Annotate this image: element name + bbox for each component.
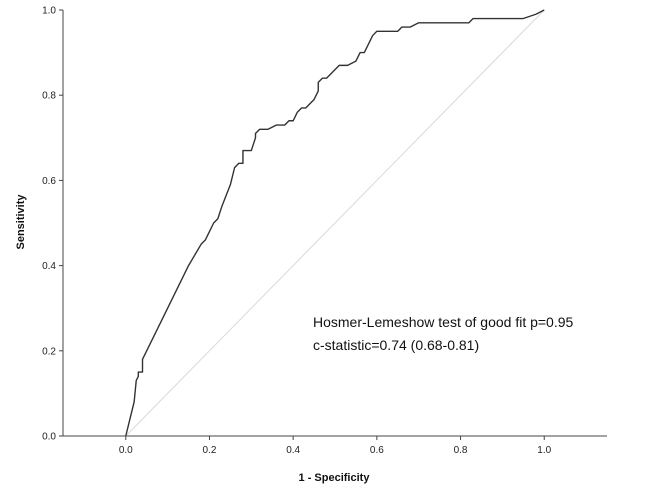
y-tick-label: 0.6 (42, 176, 56, 187)
x-axis-ticks: 0.0 0.2 0.4 0.6 0.8 1.0 (119, 436, 552, 456)
x-tick-label: 0.8 (454, 445, 468, 456)
y-tick-label: 0.2 (42, 346, 56, 357)
x-tick-label: 0.6 (370, 445, 384, 456)
x-tick-label: 0.0 (119, 445, 133, 456)
y-tick-label: 0.0 (42, 432, 56, 443)
reference-diagonal-line (125, 9, 545, 437)
x-axis-title: 1 - Specificity (299, 472, 371, 484)
y-axis-ticks: 0.0 0.2 0.4 0.6 0.8 1.0 (42, 6, 63, 443)
annotation-hosmer-lemeshow: Hosmer-Lemeshow test of good fit p=0.95 (313, 314, 574, 330)
y-axis-title: Sensitivity (15, 194, 27, 250)
plot-area: 0.0 0.2 0.4 0.6 0.8 1.0 0.0 0.2 0.4 0.6 0.8 1.0 (42, 6, 607, 456)
annotation-c-statistic: c-statistic=0.74 (0.68-0.81) (313, 337, 479, 353)
roc-curve-line (125, 9, 545, 437)
series-layer (125, 9, 545, 437)
y-tick-label: 0.8 (42, 91, 56, 102)
x-tick-label: 0.4 (286, 445, 300, 456)
x-tick-label: 0.2 (203, 445, 217, 456)
y-tick-label: 0.4 (42, 261, 56, 272)
y-tick-label: 1.0 (42, 6, 56, 17)
x-tick-label: 1.0 (537, 445, 551, 456)
